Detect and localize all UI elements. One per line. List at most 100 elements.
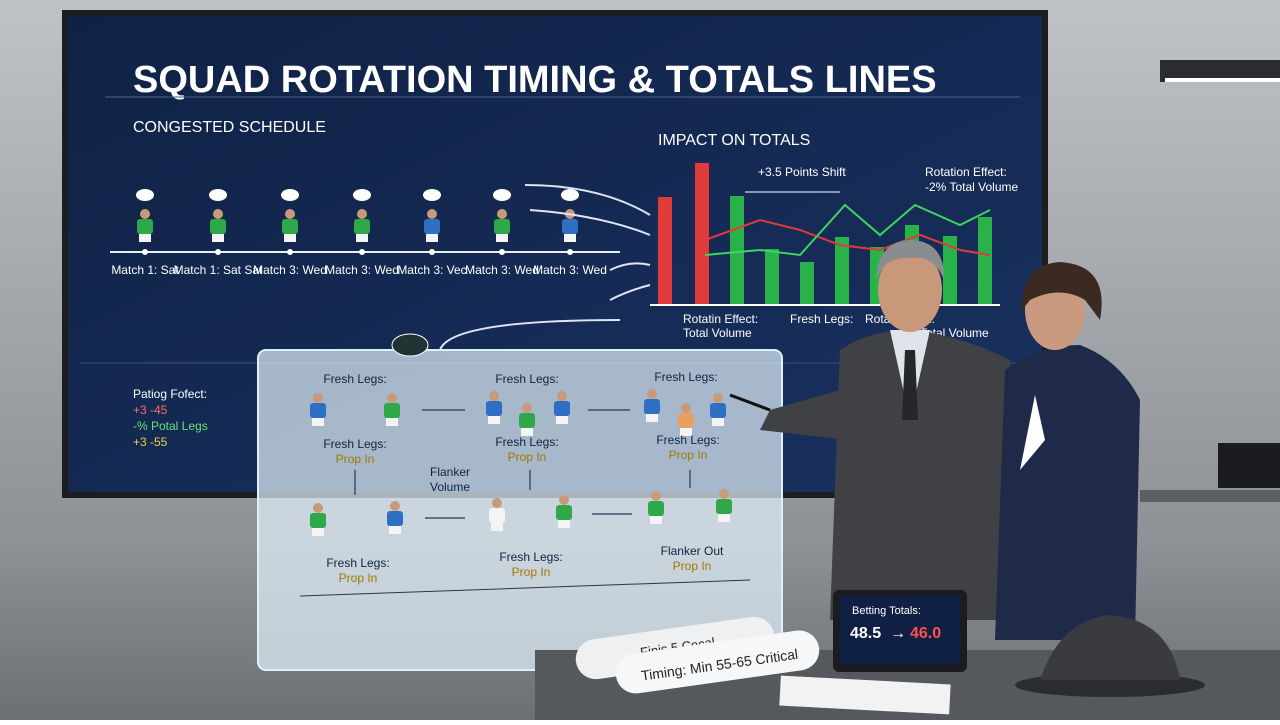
legend-item: +3 -45 — [133, 403, 168, 417]
player-body — [310, 513, 326, 528]
player-body — [354, 219, 370, 234]
lamp-light — [1165, 78, 1280, 82]
screen-title: SQUAD ROTATION TIMING & TOTALS LINES — [133, 59, 937, 101]
node-label: Fresh Legs: — [323, 437, 386, 451]
player-body — [310, 403, 326, 418]
player-head — [489, 391, 499, 401]
player-head — [557, 391, 567, 401]
timeline-dot — [499, 249, 505, 255]
ball-icon — [353, 189, 371, 201]
player-head — [497, 209, 507, 219]
player-body — [562, 219, 578, 234]
player-body — [519, 413, 535, 428]
player-head — [387, 393, 397, 403]
rotation-effect: -2% Total Volume — [925, 180, 1018, 194]
player-head — [492, 498, 502, 508]
player-head — [427, 209, 437, 219]
player-legs — [312, 418, 324, 426]
node-label: Volume — [430, 480, 470, 494]
player-body — [556, 505, 572, 520]
schedule-heading: CONGESTED SCHEDULE — [133, 119, 326, 136]
player-legs — [356, 234, 368, 242]
player-legs — [389, 526, 401, 534]
player-body — [282, 219, 298, 234]
man — [729, 240, 1015, 620]
timeline-dot — [142, 249, 148, 255]
match-label: Match 3: Wed — [465, 263, 539, 277]
node-label: Fresh Legs: — [499, 550, 562, 564]
player-legs — [680, 428, 692, 436]
player-body — [710, 403, 726, 418]
node-label: Fresh Legs: — [656, 433, 719, 447]
ball-icon — [209, 189, 227, 201]
player-body — [137, 219, 153, 234]
tablet-screen — [840, 596, 960, 664]
player-body — [648, 501, 664, 516]
connector — [439, 184, 651, 351]
player-head — [647, 389, 657, 399]
player-head — [313, 503, 323, 513]
chart-label: Total Volume — [683, 326, 752, 340]
player-legs — [284, 234, 296, 242]
node-label: Fresh Legs: — [495, 372, 558, 386]
player-head — [313, 393, 323, 403]
node-label: Prop In — [339, 571, 378, 585]
player-legs — [426, 234, 438, 242]
player-legs — [488, 416, 500, 424]
ball-icon — [281, 189, 299, 201]
match-label: Match 1: Sat Sat — [174, 263, 263, 277]
rotation-effect: Rotation Effect: — [925, 165, 1007, 179]
player-legs — [491, 523, 503, 531]
match-label: Match 3: Vec — [397, 263, 466, 277]
player-body — [424, 219, 440, 234]
player-head — [357, 209, 367, 219]
ball-icon — [423, 189, 441, 201]
timeline-dot — [359, 249, 365, 255]
chart-label: Rotatin Effect: — [683, 312, 758, 326]
player-legs — [521, 428, 533, 436]
player-legs — [556, 416, 568, 424]
player-legs — [558, 520, 570, 528]
scrum-sculpture — [1015, 615, 1205, 697]
total-from: 48.5 — [850, 625, 881, 642]
ball-icon — [561, 189, 579, 201]
match-label: Match 3: Wed — [253, 263, 327, 277]
player-head — [285, 209, 295, 219]
player-body — [210, 219, 226, 234]
player-legs — [496, 234, 508, 242]
player-legs — [712, 418, 724, 426]
player-legs — [212, 234, 224, 242]
player-head — [651, 491, 661, 501]
player-head — [213, 209, 223, 219]
woman — [995, 262, 1140, 640]
player-head — [559, 495, 569, 505]
player-legs — [386, 418, 398, 426]
player-legs — [312, 528, 324, 536]
glass-panel — [257, 349, 783, 671]
paper — [779, 675, 951, 715]
player-body — [486, 401, 502, 416]
timeline-dot — [429, 249, 435, 255]
match-label: Match 3: Wed — [533, 263, 607, 277]
bar-illustration — [650, 163, 1000, 306]
node-label: Prop In — [508, 450, 547, 464]
match-label: Match 3: Wed — [325, 263, 399, 277]
node-label: Prop In — [512, 565, 551, 579]
player-head — [713, 393, 723, 403]
player-body — [384, 403, 400, 418]
player-legs — [650, 516, 662, 524]
node-label: Prop In — [673, 559, 712, 573]
timeline-dot — [215, 249, 221, 255]
timeline-dot — [287, 249, 293, 255]
impact-heading: IMPACT ON TOTALS — [658, 132, 810, 149]
node-label: Flanker Out — [661, 544, 724, 558]
node-label: Prop In — [336, 452, 375, 466]
legend-item: -% Potal Legs — [133, 419, 208, 433]
timeline-dot — [567, 249, 573, 255]
player-legs — [646, 414, 658, 422]
player-legs — [139, 234, 151, 242]
player-head — [140, 209, 150, 219]
node-label: Fresh Legs: — [495, 435, 558, 449]
player-body — [716, 499, 732, 514]
